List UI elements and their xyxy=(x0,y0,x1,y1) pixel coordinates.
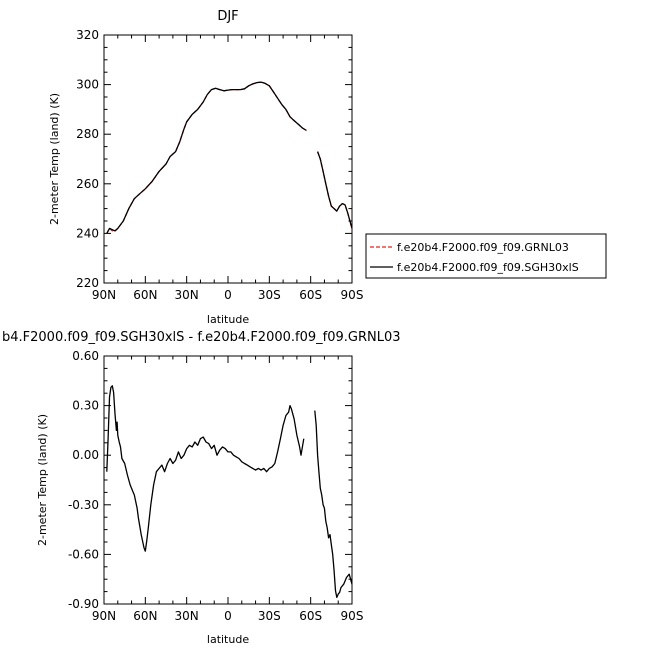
x-tick-label: 30N xyxy=(175,288,199,302)
top-panel-y-axis-label: 2-meter Temp (land) (K) xyxy=(48,93,61,225)
top-panel-title: DJF xyxy=(217,9,238,24)
y-tick-label: 320 xyxy=(76,28,99,42)
series-line xyxy=(106,81,307,234)
bottom-panel-x-axis-label: latitude xyxy=(207,633,249,646)
y-tick-label: 220 xyxy=(76,276,99,290)
legend-label-grnl03: f.e20b4.F2000.f09_f09.GRNL03 xyxy=(397,241,569,254)
top-panel-x-axis-label: latitude xyxy=(207,313,249,326)
top-panel-frame xyxy=(103,34,353,284)
x-tick-label: 60S xyxy=(299,288,322,302)
y-tick-label: -0.90 xyxy=(68,597,99,611)
bottom-panel-title: b4.F2000.f09_f09.SGH30xlS - f.e20b4.F200… xyxy=(2,330,401,345)
x-tick-label: 60S xyxy=(299,609,322,623)
series-line xyxy=(316,151,353,229)
legend-box xyxy=(365,233,607,279)
x-tick-label: 90S xyxy=(341,609,364,623)
y-tick-label: 240 xyxy=(76,226,99,240)
series-line xyxy=(316,151,353,229)
x-tick-label: 90S xyxy=(341,288,364,302)
y-tick-label: 0.30 xyxy=(72,399,99,413)
top-panel: DJF 90N 60N 30N 0 30S 60S 90S 220 240 260 280 300 32… xyxy=(48,9,363,326)
y-tick-label: 280 xyxy=(76,127,99,141)
bottom-panel-y-axis-label: 2-meter Temp (land) (K) xyxy=(36,414,49,546)
y-tick-label: 0.60 xyxy=(72,349,99,363)
y-tick-label: 0.00 xyxy=(72,448,99,462)
legend: f.e20b4.F2000.f09_f09.GRNL03 f.e20b4.F20… xyxy=(365,233,607,279)
series-line xyxy=(314,410,353,599)
y-tick-label: 260 xyxy=(76,177,99,191)
x-tick-label: 30N xyxy=(175,609,199,623)
series-line xyxy=(106,385,305,552)
y-tick-label: 300 xyxy=(76,78,99,92)
x-tick-label: 60N xyxy=(133,609,157,623)
y-tick-label: -0.30 xyxy=(68,498,99,512)
x-tick-label: 60N xyxy=(133,288,157,302)
legend-label-sgh30xls: f.e20b4.F2000.f09_f09.SGH30xlS xyxy=(397,261,579,274)
y-tick-label: -0.60 xyxy=(68,547,99,561)
x-tick-label: 90N xyxy=(92,288,116,302)
series-line xyxy=(106,81,307,234)
x-tick-label: 30S xyxy=(258,288,281,302)
x-tick-label: 0 xyxy=(224,609,232,623)
bottom-panel: b4.F2000.f09_f09.SGH30xlS - f.e20b4.F200… xyxy=(2,330,401,646)
x-tick-label: 90N xyxy=(92,609,116,623)
x-tick-label: 30S xyxy=(258,609,281,623)
x-tick-label: 0 xyxy=(224,288,232,302)
bottom-panel-frame xyxy=(103,355,353,605)
